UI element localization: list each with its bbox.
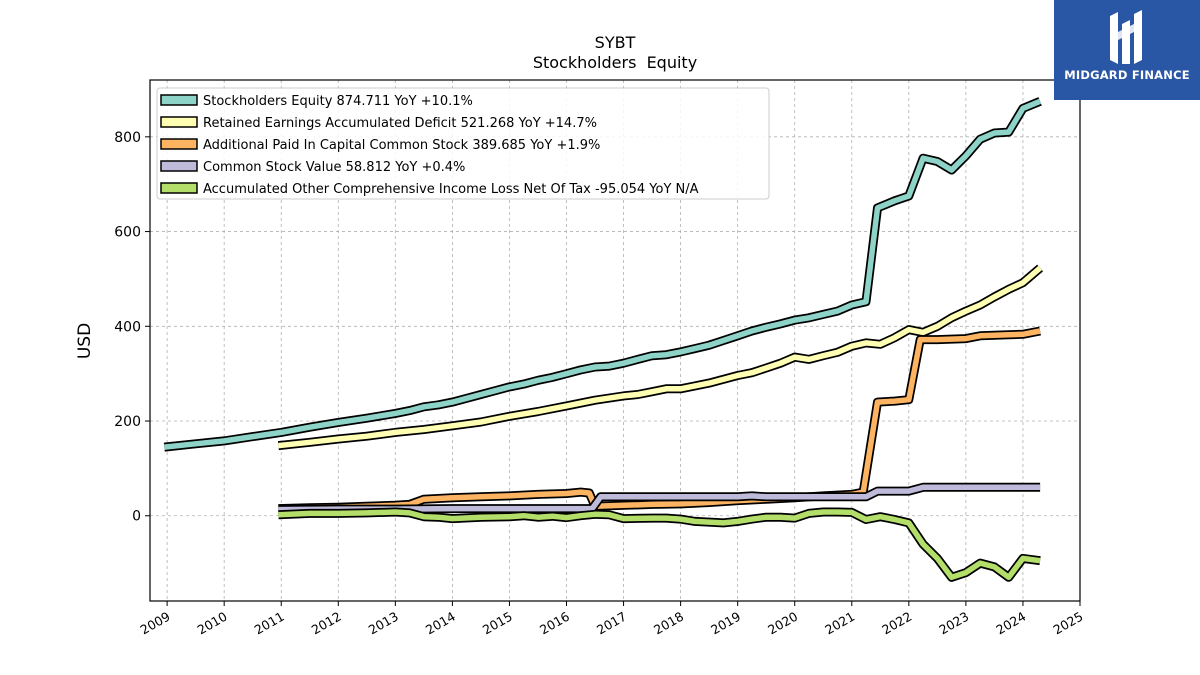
legend-swatch	[160, 138, 198, 150]
x-tick-label: 2009	[138, 609, 173, 638]
x-tick-label: 2025	[1050, 609, 1085, 638]
y-tick-label: 800	[114, 130, 141, 146]
y-axis-label: USD	[75, 323, 95, 359]
x-tick-label: 2024	[993, 609, 1028, 638]
legend-swatch	[160, 160, 198, 172]
x-tick-label: 2012	[309, 609, 344, 638]
y-tick-label: 0	[132, 509, 141, 525]
legend-label: Retained Earnings Accumulated Deficit 52…	[203, 116, 597, 131]
x-tick-label: 2019	[708, 609, 743, 638]
series-line	[278, 328, 1041, 512]
legend-label: Additional Paid In Capital Common Stock …	[203, 138, 600, 153]
legend-swatch	[160, 116, 198, 128]
x-tick-label: 2011	[252, 609, 287, 638]
series-line	[164, 98, 1042, 450]
legend: Stockholders Equity 874.711 YoY +10.1% Re…	[156, 87, 770, 200]
legend-label: Common Stock Value 58.812 YoY +0.4%	[203, 160, 465, 175]
x-tick-label: 2018	[651, 609, 686, 638]
legend-swatch	[160, 182, 198, 194]
legend-box	[156, 87, 770, 200]
series-layer	[163, 97, 1044, 582]
plot-frame	[149, 79, 1081, 602]
x-tick-label: 2016	[537, 609, 572, 638]
legend-label: Accumulated Other Comprehensive Income L…	[203, 182, 699, 197]
x-tick-label: 2022	[879, 609, 914, 638]
chart-title: SYBT	[595, 33, 636, 52]
x-tick-label: 2017	[594, 609, 629, 638]
legend-label: Stockholders Equity 874.711 YoY +10.1%	[203, 94, 473, 109]
x-tick-label: 2023	[936, 609, 971, 638]
chart-subtitle: Stockholders Equity	[533, 53, 697, 72]
y-tick-label: 200	[114, 414, 141, 430]
x-axis: 2009 2010 2011 2012 2013 2014 2015 2016 2017 2018…	[138, 601, 1086, 638]
series-line	[278, 265, 1042, 449]
logo-mark-icon	[1110, 10, 1142, 64]
x-tick-label: 2013	[366, 609, 401, 638]
x-tick-label: 2021	[822, 609, 857, 638]
x-tick-label: 2015	[480, 609, 515, 638]
x-tick-label: 2010	[195, 609, 230, 638]
y-tick-label: 400	[114, 319, 141, 335]
logo-text: MIDGARD FINANCE	[1064, 68, 1190, 82]
y-axis: 0 200 400 600 800	[114, 130, 150, 525]
series-line	[278, 484, 1041, 513]
logo: MIDGARD FINANCE	[1054, 0, 1200, 100]
y-tick-label: 600	[114, 225, 141, 241]
series-line	[278, 509, 1041, 581]
x-tick-label: 2020	[765, 609, 800, 638]
legend-swatch	[160, 94, 198, 106]
x-tick-label: 2014	[423, 609, 458, 638]
